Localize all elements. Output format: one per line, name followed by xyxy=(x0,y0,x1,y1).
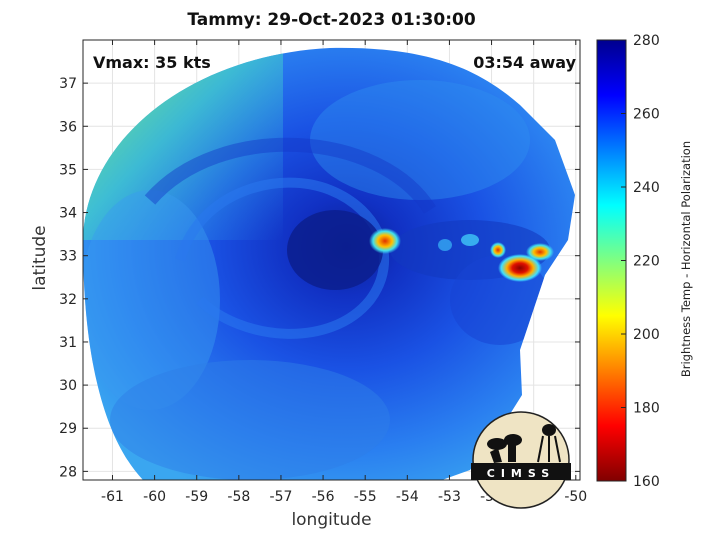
y-tick-label: 31 xyxy=(59,335,77,351)
x-tick-label: -56 xyxy=(312,489,335,505)
logo-text: CIMSS xyxy=(487,467,555,480)
cimss-logo: CIMSS xyxy=(471,411,571,509)
y-tick-label: 30 xyxy=(59,378,77,394)
x-tick-label: -58 xyxy=(227,489,250,505)
y-tick-label: 28 xyxy=(59,464,77,480)
away-label: 03:54 away xyxy=(473,53,576,72)
plot-title: Tammy: 29-Oct-2023 01:30:00 xyxy=(187,10,476,30)
y-axis-ticks: 37 36 35 34 33 32 31 30 29 28 xyxy=(59,76,580,480)
colorbar-tick-label: 240 xyxy=(633,180,660,196)
x-tick-label: -57 xyxy=(270,489,293,505)
colorbar-tick-label: 200 xyxy=(633,327,660,343)
colorbar-tick-label: 180 xyxy=(633,401,660,417)
x-tick-label: -53 xyxy=(438,489,461,505)
x-axis-label: longitude xyxy=(291,510,372,530)
y-tick-label: 33 xyxy=(59,249,77,265)
x-tick-label: -50 xyxy=(564,489,587,505)
colorbar-tick-label: 260 xyxy=(633,107,660,123)
y-tick-label: 34 xyxy=(59,206,77,222)
colorbar-ticks: 280 260 240 220 200 180 160 xyxy=(621,33,660,490)
y-tick-label: 37 xyxy=(59,76,77,92)
y-tick-label: 32 xyxy=(59,292,77,308)
x-tick-label: -61 xyxy=(101,489,124,505)
x-tick-label: -54 xyxy=(396,489,419,505)
x-tick-label: -55 xyxy=(354,489,377,505)
colorbar-tick-label: 220 xyxy=(633,254,660,270)
y-tick-label: 29 xyxy=(59,421,77,437)
microwave-swath xyxy=(83,47,575,480)
y-tick-label: 36 xyxy=(59,119,77,135)
x-tick-label: -60 xyxy=(143,489,166,505)
colorbar-tick-label: 160 xyxy=(633,474,660,490)
y-axis-label: latitude xyxy=(30,225,50,291)
x-tick-label: -59 xyxy=(185,489,208,505)
axes-box xyxy=(82,39,581,481)
y-tick-label: 35 xyxy=(59,162,77,178)
vmax-label: Vmax: 35 kts xyxy=(93,53,211,72)
colorbar-tick-label: 280 xyxy=(633,33,660,49)
colorbar-label: Brightness Temp - Horizontal Polarizatio… xyxy=(679,140,693,378)
